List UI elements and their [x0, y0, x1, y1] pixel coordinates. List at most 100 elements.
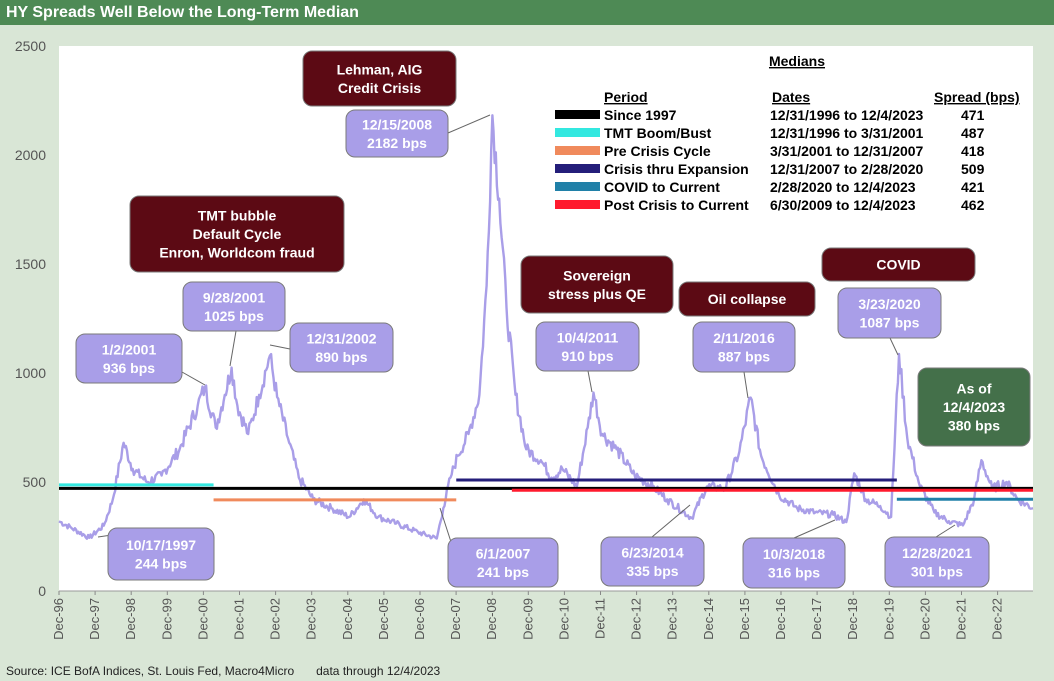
x-tick-label: Dec-11 [593, 598, 608, 639]
data-label-text: 9/28/2001 [203, 289, 265, 305]
y-tick-label: 0 [38, 583, 46, 599]
x-tick-label: Dec-09 [520, 598, 535, 640]
asof-callout-text: As of [957, 381, 992, 397]
event-callout-text: Sovereign [563, 267, 631, 283]
x-tick-label: Dec-03 [304, 598, 319, 640]
callout-leader [935, 524, 956, 538]
callout-leader [181, 371, 206, 386]
data-label-text: 3/23/2020 [858, 296, 920, 312]
callout-leader [793, 519, 836, 539]
y-tick-label: 1500 [15, 256, 46, 272]
x-tick-label: Dec-14 [701, 598, 716, 640]
legend-header-spread: Spread (bps) [934, 89, 1020, 105]
x-tick-label: Dec-10 [556, 598, 571, 640]
x-tick-label: Dec-12 [629, 598, 644, 640]
x-tick-label: Dec-13 [665, 598, 680, 640]
chart: 0 500 1000 1500 2000 2500 Dec-96 Dec-97 Dec-98 D… [15, 38, 1034, 640]
callouts: 10/17/1997 244 bps 1/2/2001 936 bps 9/28/200… [75, 50, 1031, 589]
hy-spread-line [58, 114, 1034, 540]
callout-leader [447, 114, 491, 134]
median-lines [59, 478, 1033, 502]
event-callout-text: TMT bubble [198, 208, 277, 224]
data-label-text: 936 bps [103, 360, 155, 376]
event-callout-text: Lehman, AIG [337, 61, 423, 77]
source-text: Source: ICE BofA Indices, St. Louis Fed,… [6, 664, 295, 678]
legend-box [548, 46, 1033, 216]
legend-swatch [555, 200, 600, 209]
x-tick-label: Dec-96 [51, 598, 66, 640]
data-label-box [535, 321, 640, 372]
legend-title: Medians [769, 53, 825, 69]
data-label-box [884, 536, 990, 588]
data-label-text: 6/23/2014 [621, 544, 683, 560]
data-label-text: 241 bps [477, 564, 529, 580]
data-label-box [692, 321, 796, 373]
x-tick-label: Dec-06 [412, 598, 427, 640]
y-tick-label: 500 [23, 474, 47, 490]
data-label-text: 6/1/2007 [476, 545, 531, 561]
y-axis: 0 500 1000 1500 2000 2500 [15, 38, 46, 599]
legend-dates: 2/28/2020 to 12/4/2023 [770, 179, 916, 195]
legend-period: Pre Crisis Cycle [604, 143, 711, 159]
callout-leader [229, 330, 237, 367]
x-tick-label: Dec-99 [159, 598, 174, 640]
data-through-text: data through 12/4/2023 [316, 664, 441, 678]
legend-period: TMT Boom/Bust [604, 125, 712, 141]
x-tick-label: Dec-00 [195, 598, 210, 640]
y-tick-label: 2500 [15, 38, 46, 54]
data-label-text: 12/28/2021 [902, 545, 972, 561]
legend-period: Crisis thru Expansion [604, 161, 749, 177]
event-callout-text: COVID [876, 257, 920, 273]
event-callout-text: Oil collapse [708, 291, 787, 307]
legend-swatch [555, 128, 600, 137]
event-callout-box [129, 195, 345, 273]
legend-dates: 12/31/1996 to 12/4/2023 [770, 107, 924, 123]
data-label-box [107, 527, 215, 581]
data-label-text: 1025 bps [204, 308, 264, 324]
callout-leader [651, 504, 691, 538]
legend-swatch [555, 164, 600, 173]
data-label-text: 301 bps [911, 563, 963, 579]
data-label-box [75, 333, 183, 384]
callout-leader [439, 507, 453, 546]
source-note: Source: ICE BofA Indices, St. Louis Fed,… [6, 664, 440, 678]
legend-spread: 509 [961, 161, 985, 177]
data-label-box [600, 536, 705, 587]
callout-leader [269, 344, 291, 350]
x-tick-label: Dec-97 [87, 598, 102, 640]
y-tick-label: 2000 [15, 147, 46, 163]
data-label-text: 10/4/2011 [557, 329, 619, 345]
chart-title: HY Spreads Well Below the Long-Term Medi… [6, 4, 359, 21]
legend-period: COVID to Current [604, 179, 720, 195]
data-label-text: 1087 bps [860, 314, 920, 330]
data-label-box [837, 287, 942, 339]
x-tick-label: Dec-15 [737, 598, 752, 640]
x-tick-label: Dec-22 [990, 598, 1005, 640]
legend-dates: 12/31/2007 to 2/28/2020 [770, 161, 924, 177]
legend-spread: 487 [961, 125, 985, 141]
series-layer [58, 114, 1034, 540]
data-label-text: 335 bps [626, 563, 678, 579]
data-label-text: 890 bps [315, 349, 367, 365]
event-callout-text: Credit Crisis [338, 80, 421, 96]
asof-callout-box [917, 367, 1031, 447]
x-tick-label: Dec-98 [123, 598, 138, 640]
legend-swatch [555, 182, 600, 191]
data-label-box [742, 537, 846, 589]
event-callout-text: Default Cycle [193, 226, 282, 242]
event-callout-text: Enron, Worldcom fraud [159, 245, 314, 261]
x-tick-label: Dec-19 [881, 598, 896, 640]
x-tick-label: Dec-01 [232, 598, 247, 640]
x-tick-label: Dec-08 [484, 598, 499, 640]
data-label-text: 2/11/2016 [713, 330, 775, 346]
legend-spread: 418 [961, 143, 985, 159]
data-label-text: 910 bps [561, 348, 613, 364]
legend-dates: 6/30/2009 to 12/4/2023 [770, 197, 916, 213]
data-label-text: 12/15/2008 [362, 116, 432, 132]
legend-period: Since 1997 [604, 107, 677, 123]
y-tick-label: 1000 [15, 365, 46, 381]
x-tick-label: Dec-07 [448, 598, 463, 640]
legend-header-dates: Dates [772, 89, 810, 105]
data-label-text: 10/17/1997 [126, 537, 196, 553]
legend-header-period: Period [604, 89, 648, 105]
